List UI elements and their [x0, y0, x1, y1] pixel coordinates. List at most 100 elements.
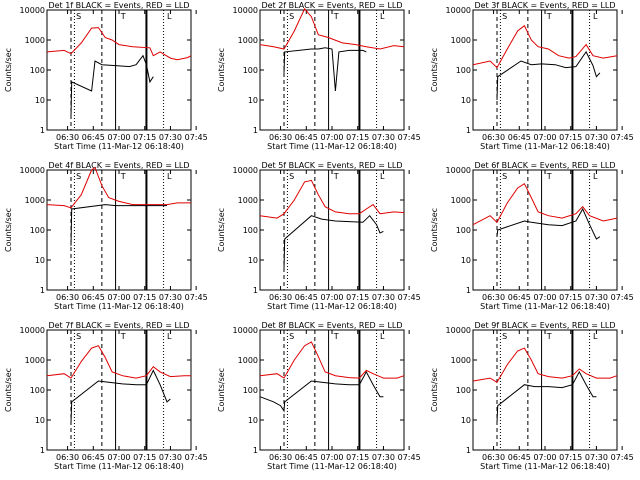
y-axis-label: Counts/sec [4, 48, 13, 92]
x-tick-label: 07:00 [533, 133, 556, 142]
y-axis-label: Counts/sec [430, 48, 439, 92]
x-tick-label: 06:45 [508, 293, 531, 302]
x-tick-label: 06:30 [56, 453, 79, 462]
x-tick-label: 07:45 [611, 133, 634, 142]
x-tick-label: 07:00 [107, 453, 130, 462]
event-marker-L: L [593, 12, 598, 21]
series-lld [259, 341, 405, 379]
x-tick-label: 07:15 [559, 453, 582, 462]
y-tick-label: 10000 [233, 6, 258, 15]
x-tick-label: 07:45 [185, 293, 208, 302]
y-tick-label: 1 [40, 446, 45, 455]
x-tick-label: 06:45 [295, 133, 318, 142]
event-marker-T: T [333, 332, 339, 341]
chart-title: Det 5f BLACK = Events, RED = LLD [261, 161, 402, 170]
chart-title: Det 7f BLACK = Events, RED = LLD [48, 321, 189, 330]
x-tick-label: 07:15 [133, 293, 156, 302]
x-axis-label: Start Time (11-Mar-12 06:18:40) [480, 462, 610, 471]
event-marker-T: T [120, 172, 126, 181]
y-tick-label: 10000 [20, 6, 45, 15]
x-tick-label: 06:45 [508, 453, 531, 462]
plot-frame [46, 169, 192, 291]
x-tick-label: 07:30 [372, 453, 395, 462]
y-tick-label: 10000 [20, 166, 45, 175]
event-marker-T: T [546, 12, 552, 21]
series-events [70, 204, 167, 246]
x-tick-label: 07:45 [611, 293, 634, 302]
x-tick-label: 07:00 [533, 453, 556, 462]
y-axis-label: Counts/sec [4, 368, 13, 412]
event-marker-S: S [76, 12, 81, 21]
plot-frame [46, 9, 192, 131]
x-tick-label: 06:30 [482, 133, 505, 142]
y-tick-label: 10 [461, 416, 471, 425]
x-axis-label: Start Time (11-Mar-12 06:18:40) [54, 302, 184, 311]
x-tick-label: 07:15 [559, 293, 582, 302]
x-tick-label: 07:15 [559, 133, 582, 142]
x-axis-label: Start Time (11-Mar-12 06:18:40) [267, 142, 397, 151]
y-tick-label: 100 [30, 66, 45, 75]
chart-panel-5: Det 5f BLACK = Events, RED = LLD 1 10 100 10… [217, 161, 421, 311]
chart-title: Det 4f BLACK = Events, RED = LLD [48, 161, 189, 170]
series-events [259, 370, 384, 413]
y-axis-label: Counts/sec [217, 208, 226, 252]
y-tick-label: 100 [456, 66, 471, 75]
event-marker-S: S [76, 332, 81, 341]
x-tick-label: 07:45 [398, 293, 421, 302]
event-marker-T: T [120, 332, 126, 341]
x-axis-label: Start Time (11-Mar-12 06:18:40) [480, 142, 610, 151]
chart-panel-2: Det 2f BLACK = Events, RED = LLD 1 10 100 10… [217, 1, 421, 151]
chart-panel-7: Det 7f BLACK = Events, RED = LLD 1 10 100 10… [4, 321, 208, 471]
chart-panel-9: Det 9f BLACK = Events, RED = LLD 1 10 100 10… [430, 321, 634, 471]
y-tick-label: 10000 [233, 326, 258, 335]
y-tick-label: 10000 [446, 326, 471, 335]
event-marker-T: T [120, 12, 126, 21]
x-tick-label: 07:00 [320, 133, 343, 142]
chart-title: Det 8f BLACK = Events, RED = LLD [261, 321, 402, 330]
x-tick-label: 07:30 [159, 453, 182, 462]
chart-panel-1: Det 1f BLACK = Events, RED = LLD 1 10 100 10… [4, 1, 208, 151]
y-tick-label: 10 [35, 256, 45, 265]
series-events [70, 369, 171, 423]
x-tick-label: 07:15 [133, 453, 156, 462]
plot-frame [259, 329, 405, 451]
chart-title: Det 6f BLACK = Events, RED = LLD [474, 161, 615, 170]
y-tick-label: 1000 [451, 36, 471, 45]
series-lld [46, 345, 191, 379]
y-tick-label: 1 [40, 286, 45, 295]
series-events [283, 214, 384, 270]
plot-frame [472, 9, 618, 131]
y-tick-label: 10 [461, 256, 471, 265]
y-tick-label: 1 [40, 126, 45, 135]
x-tick-label: 06:45 [82, 453, 105, 462]
x-tick-label: 07:30 [372, 133, 395, 142]
y-tick-label: 1000 [25, 36, 45, 45]
x-tick-label: 06:30 [269, 133, 292, 142]
y-tick-label: 10 [35, 96, 45, 105]
x-tick-label: 07:45 [398, 133, 421, 142]
x-tick-label: 07:15 [133, 133, 156, 142]
y-tick-label: 10000 [233, 166, 258, 175]
y-tick-label: 10 [248, 416, 258, 425]
x-tick-label: 07:30 [372, 293, 395, 302]
series-events [70, 54, 154, 116]
event-marker-T: T [546, 172, 552, 181]
y-axis-label: Counts/sec [217, 368, 226, 412]
event-marker-S: S [289, 172, 294, 181]
y-tick-label: 100 [243, 226, 258, 235]
x-tick-label: 06:30 [269, 293, 292, 302]
y-tick-label: 1000 [238, 356, 258, 365]
x-tick-label: 07:30 [585, 293, 608, 302]
y-axis-label: Counts/sec [4, 208, 13, 252]
y-tick-label: 1 [466, 126, 471, 135]
x-tick-label: 06:45 [82, 133, 105, 142]
y-tick-label: 1 [253, 286, 258, 295]
x-tick-label: 07:30 [585, 453, 608, 462]
event-marker-L: L [593, 332, 598, 341]
x-tick-label: 06:30 [56, 133, 79, 142]
y-tick-label: 1 [466, 286, 471, 295]
x-tick-label: 07:45 [398, 453, 421, 462]
chart-title: Det 9f BLACK = Events, RED = LLD [474, 321, 615, 330]
x-tick-label: 06:45 [295, 293, 318, 302]
